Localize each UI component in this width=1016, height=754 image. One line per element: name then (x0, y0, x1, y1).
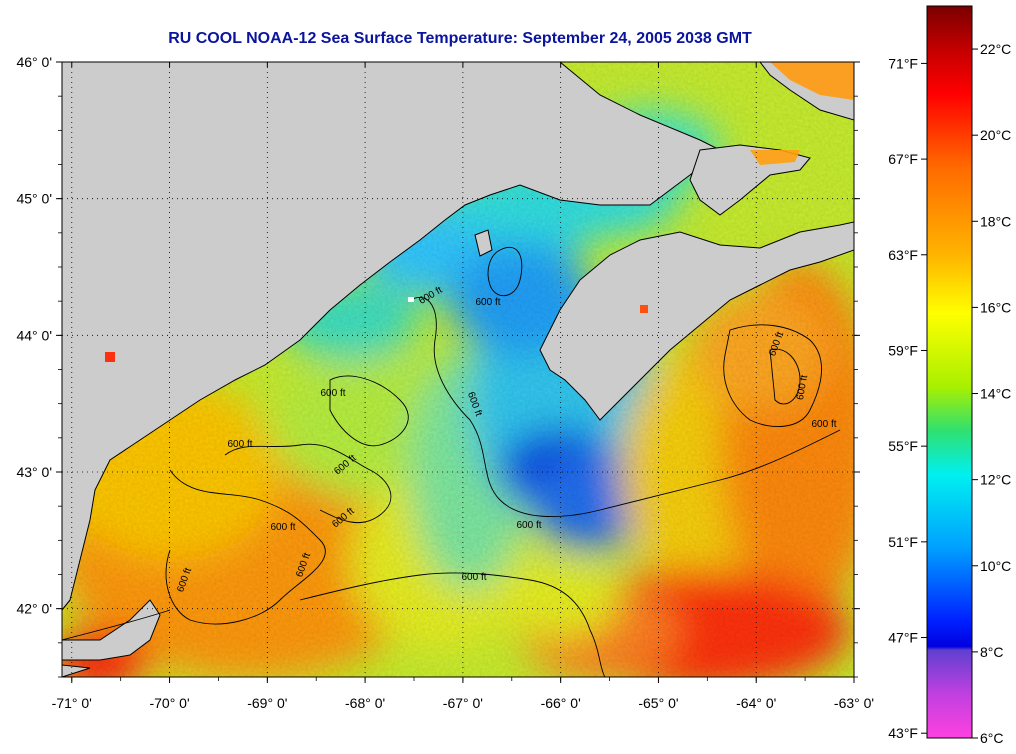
land (62, 62, 854, 677)
contour-label: 600 ft (475, 297, 500, 308)
y-tick-label: 46° 0' (16, 54, 52, 70)
colorbar-celsius-label: 20°C (980, 127, 1011, 143)
y-tick-label: 44° 0' (16, 327, 52, 343)
x-tick-label: -65° 0' (638, 695, 678, 711)
colorbar-celsius-label: 18°C (980, 213, 1011, 229)
colorbar-celsius-label: 14°C (980, 386, 1011, 402)
colorbar-celsius-label: 22°C (980, 41, 1011, 57)
x-tick-label: -67° 0' (443, 695, 483, 711)
colorbar-celsius-label: 10°C (980, 558, 1011, 574)
contour-label: 600 ft (461, 572, 486, 583)
contour-label: 600 ft (320, 388, 345, 399)
colorbar-celsius-label: 16°C (980, 299, 1011, 315)
colorbar-celsius-label: 8°C (980, 644, 1004, 660)
x-tick-label: -70° 0' (149, 695, 189, 711)
y-tick-label: 42° 0' (16, 601, 52, 617)
depth-contours (62, 247, 841, 677)
colorbar-celsius-label: 12°C (980, 472, 1011, 488)
sst-map (62, 62, 854, 677)
y-tick-label: 45° 0' (16, 191, 52, 207)
colorbar-fahrenheit-label: 51°F (888, 534, 918, 550)
chart-title: RU COOL NOAA-12 Sea Surface Temperature:… (168, 30, 752, 47)
x-axis: -71° 0' -70° 0' -69° 0' -68° 0' -67° 0' -66° … (52, 62, 874, 711)
y-tick-label: 43° 0' (16, 464, 52, 480)
x-tick-label: -64° 0' (736, 695, 776, 711)
colorbar-fahrenheit-labels: 71°F 67°F 63°F 59°F 55°F 51°F 47°F 43°F (888, 55, 927, 741)
contour-label: 600 ft (516, 520, 541, 531)
x-tick-label: -71° 0' (52, 695, 92, 711)
x-tick-label: -66° 0' (541, 695, 581, 711)
colorbar-celsius-label: 6°C (980, 730, 1004, 746)
x-tick-label: -63° 0' (834, 695, 874, 711)
colorbar-fahrenheit-label: 47°F (888, 630, 918, 646)
contour-label: 600 ft (795, 374, 810, 401)
y-axis: 46° 0' 45° 0' 44° 0' 43° 0' 42° 0' (16, 54, 860, 678)
contour-label: 600 ft (811, 419, 836, 430)
colorbar-celsius-labels: 22°C 20°C 18°C 16°C 14°C 12°C 10°C 8°C 6°C (972, 41, 1011, 746)
colorbar-fahrenheit-label: 59°F (888, 342, 918, 358)
colorbar: 22°C 20°C 18°C 16°C 14°C 12°C 10°C 8°C 6°C 71°F 6… (888, 5, 1011, 746)
x-tick-label: -68° 0' (345, 695, 385, 711)
colorbar-fahrenheit-label: 71°F (888, 55, 918, 71)
contour-label: 600 ft (270, 522, 295, 533)
colorbar-gradient (926, 5, 973, 739)
colorbar-fahrenheit-label: 55°F (888, 438, 918, 454)
colorbar-fahrenheit-label: 63°F (888, 247, 918, 263)
x-tick-label: -69° 0' (247, 695, 287, 711)
gridlines (62, 62, 854, 677)
colorbar-fahrenheit-label: 67°F (888, 151, 918, 167)
contour-label: 600 ft (227, 439, 252, 450)
colorbar-fahrenheit-label: 43°F (888, 725, 918, 741)
